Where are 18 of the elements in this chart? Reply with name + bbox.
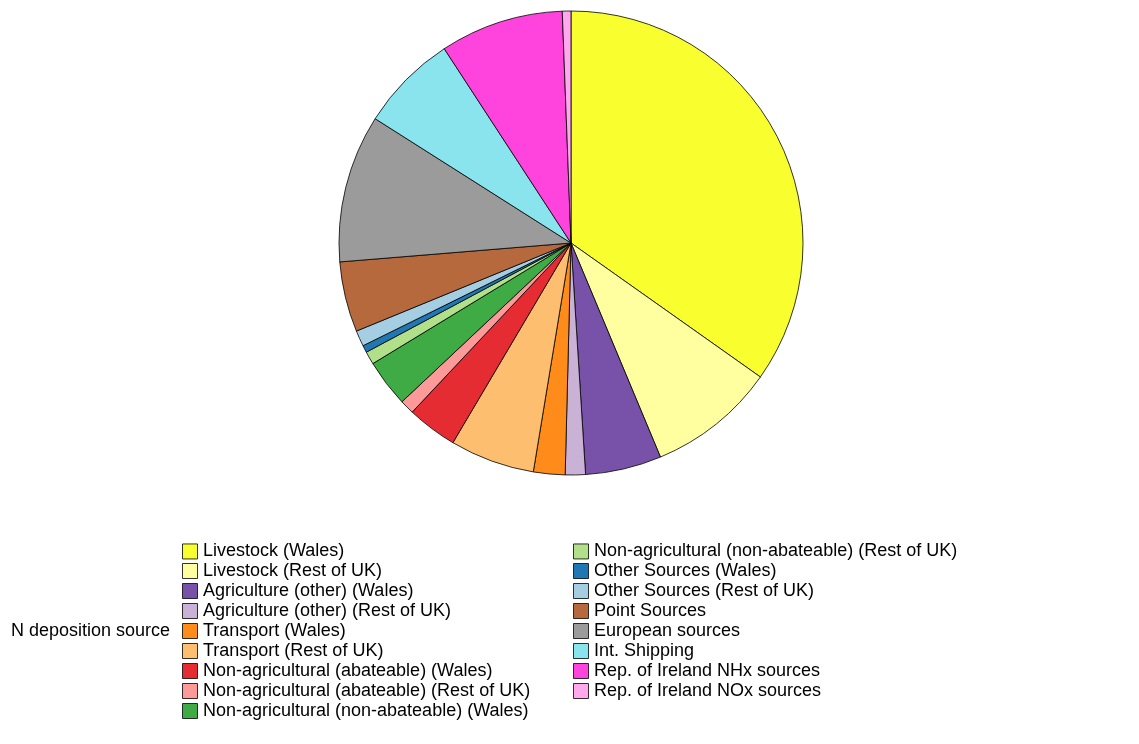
legend-label: Agriculture (other) (Wales)	[203, 580, 414, 600]
legend-label: Non-agricultural (non-abateable) (Wales)	[203, 700, 529, 720]
legend-label: Non-agricultural (abateable) (Wales)	[203, 660, 493, 680]
legend-label: Transport (Rest of UK)	[203, 640, 384, 660]
legend-label: Transport (Wales)	[203, 620, 346, 640]
legend-label: Rep. of Ireland NOx sources	[594, 680, 822, 700]
legend-label: Other Sources (Rest of UK)	[594, 580, 815, 600]
legend-title: N deposition source	[11, 620, 171, 640]
legend-label: Point Sources	[594, 600, 707, 620]
legend-label: Int. Shipping	[594, 640, 695, 660]
legend-label: Non-agricultural (abateable) (Rest of UK)	[203, 680, 531, 700]
legend-label: Livestock (Rest of UK)	[203, 560, 383, 580]
legend-label: Other Sources (Wales)	[594, 560, 777, 580]
legend-label: European sources	[594, 620, 741, 640]
legend-label: Livestock (Wales)	[203, 540, 345, 561]
legend-label: Agriculture (other) (Rest of UK)	[203, 600, 452, 620]
legend-label: Rep. of Ireland NHx sources	[594, 660, 821, 680]
legend-label: Non-agricultural (non-abateable) (Rest of UK)	[594, 540, 958, 561]
